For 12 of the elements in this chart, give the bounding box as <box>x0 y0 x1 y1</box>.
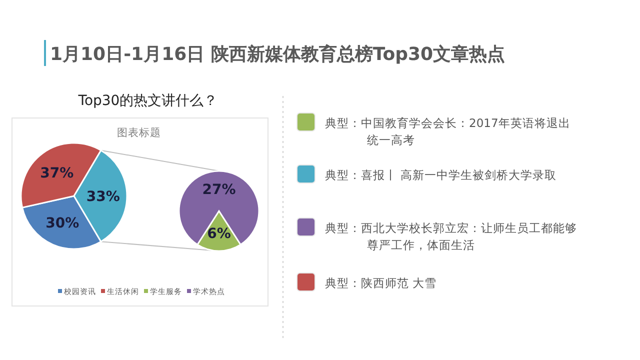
text: 典型：西北大学校长郭立宏：让师生员工都能够尊严工作，体面生活 <box>325 221 577 252</box>
data-label: 30% <box>46 216 80 232</box>
text: 典型：陕西师范 大雪 <box>325 276 437 290</box>
data-label: 6% <box>207 226 231 242</box>
text: 典型：中国教育学会会长：2017年英语将退出统一高考 <box>325 116 570 147</box>
text: 典型：喜报丨 高新一中学生被剑桥大学录取 <box>325 168 557 182</box>
chart-title: Top30的热文讲什么？ <box>77 93 218 109</box>
data-label: 37% <box>40 165 74 182</box>
data-label: 27% <box>202 182 236 198</box>
text: 1月10日-1月16日 陕西新媒体教育总榜Top30文章热点 <box>50 43 506 65</box>
data-label: 33% <box>86 188 120 205</box>
chart-subtitle: 图表标题 <box>117 126 161 139</box>
